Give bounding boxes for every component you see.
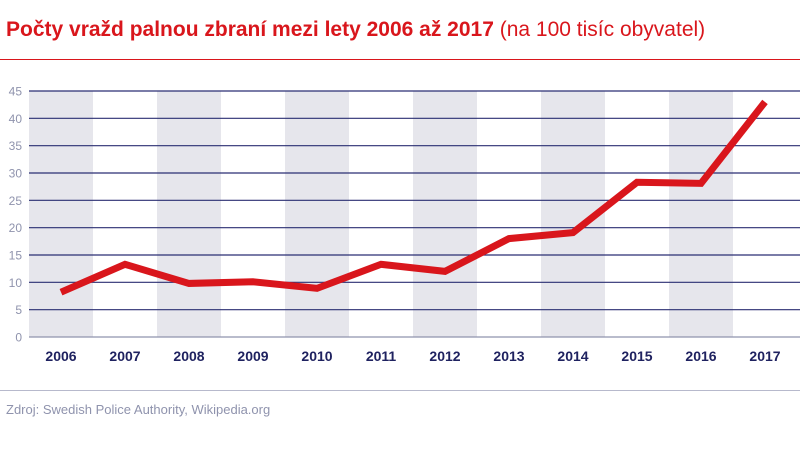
x-tick-label: 2006 — [45, 348, 76, 364]
y-tick-label: 40 — [9, 112, 23, 126]
x-tick-label: 2012 — [429, 348, 460, 364]
y-tick-label: 45 — [9, 85, 23, 99]
x-tick-label: 2016 — [685, 348, 716, 364]
x-tick-label: 2015 — [621, 348, 652, 364]
chart-title: Počty vražd palnou zbraní mezi lety 2006… — [6, 18, 705, 42]
source-note: Zdroj: Swedish Police Authority, Wikiped… — [6, 402, 271, 417]
x-tick-label: 2009 — [237, 348, 268, 364]
x-tick-label: 2014 — [557, 348, 588, 364]
x-tick-label: 2008 — [173, 348, 204, 364]
band-2006 — [29, 91, 93, 337]
x-tick-label: 2010 — [301, 348, 332, 364]
y-tick-label: 5 — [15, 303, 22, 317]
title-main: Počty vražd palnou zbraní mezi lety 2006… — [6, 18, 494, 41]
y-tick-label: 30 — [9, 167, 23, 181]
x-tick-label: 2013 — [493, 348, 524, 364]
y-tick-label: 35 — [9, 139, 23, 153]
x-tick-label: 2017 — [749, 348, 780, 364]
y-tick-label: 10 — [9, 276, 23, 290]
y-tick-label: 0 — [15, 331, 22, 345]
title-divider — [0, 59, 800, 60]
y-tick-label: 25 — [9, 194, 23, 208]
band-2010 — [285, 91, 349, 337]
x-tick-label: 2011 — [366, 348, 397, 364]
x-tick-label: 2007 — [109, 348, 140, 364]
y-tick-label: 20 — [9, 221, 23, 235]
data-line — [59, 99, 768, 296]
y-tick-label: 15 — [9, 249, 23, 263]
band-2008 — [157, 91, 221, 337]
title-sub: (na 100 tisíc obyvatel) — [499, 18, 706, 41]
footer-divider — [0, 390, 800, 391]
band-2012 — [413, 91, 477, 337]
band-2016 — [669, 91, 733, 337]
